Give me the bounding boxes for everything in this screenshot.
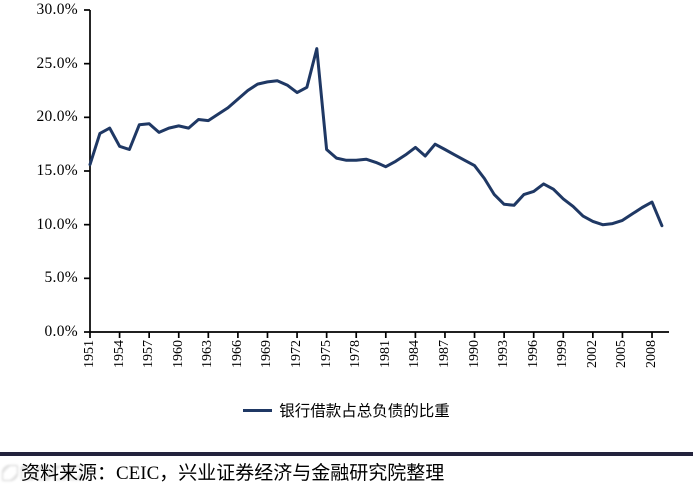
legend: 银行借款占总负债的比重 <box>0 399 693 421</box>
legend-label: 银行借款占总负债的比重 <box>279 403 450 420</box>
x-tick-label: 1951 <box>82 340 97 368</box>
source-text: 资料来源：CEIC，兴业证券经济与金融研究院整理 <box>21 463 445 484</box>
x-tick-label: 2008 <box>644 340 660 368</box>
x-tick-label: 1969 <box>259 340 275 368</box>
y-tick-label: 10.0% <box>36 215 78 233</box>
y-tick-label: 30.0% <box>36 1 78 18</box>
legend-line-swatch <box>243 408 273 412</box>
x-tick-label: 1975 <box>318 340 334 368</box>
footer-divider <box>0 452 693 456</box>
axis-lines <box>89 10 669 333</box>
x-tick-label: 2002 <box>584 340 600 368</box>
x-tick-label: 1963 <box>200 340 216 368</box>
y-tick-label: 15.0% <box>36 162 78 179</box>
y-tick-label: 20.0% <box>36 108 78 126</box>
plot-area: 30.0% 25.0% 20.0% 15.0% 10.0% 5.0% 0.0% 1951 19… <box>36 1 669 368</box>
x-tick-label: 1984 <box>407 340 423 368</box>
data-line-series <box>88 47 664 228</box>
y-tick-label: 0.0% <box>44 323 78 340</box>
x-tick-label: 1996 <box>525 340 541 368</box>
x-tick-label: 1972 <box>289 340 305 368</box>
x-tick-label: 1981 <box>377 340 393 368</box>
y-tick-label: 25.0% <box>36 54 78 72</box>
x-tick-label: 1978 <box>348 340 364 368</box>
x-tick-label: 1960 <box>170 340 186 368</box>
x-tick-label: 1987 <box>436 340 452 368</box>
x-tick-label: 1993 <box>496 340 512 368</box>
x-tick-label: 1999 <box>555 340 571 368</box>
x-tick-label: 1966 <box>229 340 245 368</box>
x-tick-label: 1957 <box>141 340 157 368</box>
x-tick-label: 1990 <box>466 340 482 368</box>
x-tick-label: 2005 <box>614 340 630 368</box>
x-tick-label: 1954 <box>111 340 127 368</box>
y-tick-label: 5.0% <box>44 269 78 287</box>
watermark-logo-icon <box>2 465 82 481</box>
plot-canvas <box>84 9 669 338</box>
